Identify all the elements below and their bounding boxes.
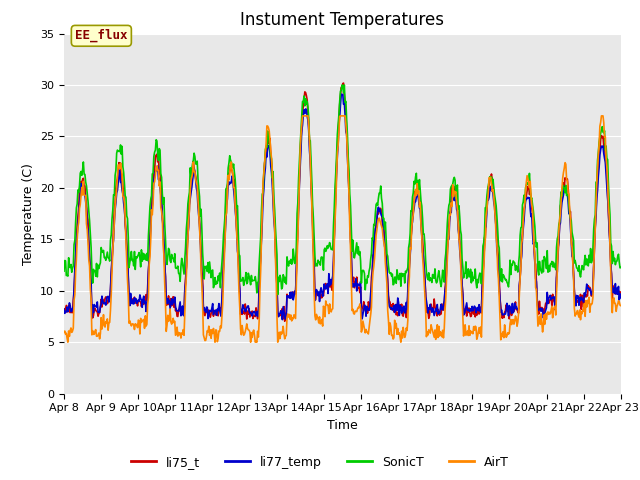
Y-axis label: Temperature (C): Temperature (C) [22,163,35,264]
Text: EE_flux: EE_flux [75,29,127,42]
Legend: li75_t, li77_temp, SonicT, AirT: li75_t, li77_temp, SonicT, AirT [126,451,514,474]
Title: Instument Temperatures: Instument Temperatures [241,11,444,29]
X-axis label: Time: Time [327,419,358,432]
